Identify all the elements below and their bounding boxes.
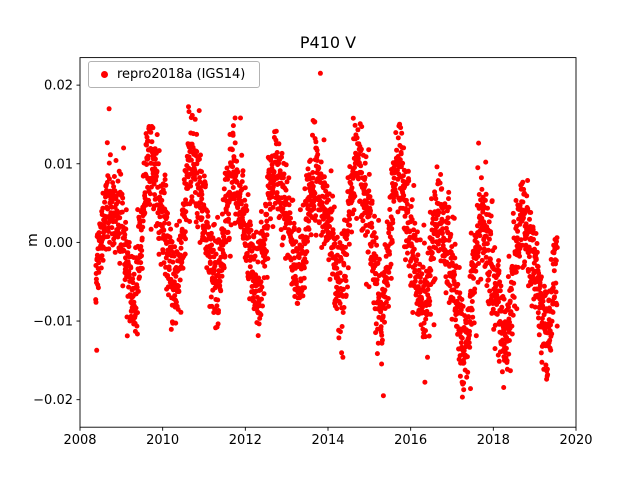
svg-text:2008: 2008 [63,433,96,448]
svg-text:−0.01: −0.01 [33,315,73,330]
legend-label: repro2018a (IGS14) [117,67,246,82]
svg-text:0.01: 0.01 [44,157,73,172]
svg-text:2016: 2016 [394,433,427,448]
svg-text:2018: 2018 [477,433,510,448]
svg-text:2010: 2010 [146,433,179,448]
svg-text:0.00: 0.00 [44,236,73,251]
svg-text:2014: 2014 [311,433,344,448]
svg-text:−0.02: −0.02 [33,393,73,408]
svg-text:2020: 2020 [559,433,592,448]
chart-title: P410 V [299,33,357,52]
svg-text:2012: 2012 [229,433,262,448]
legend-marker-icon [101,71,108,78]
svg-text:0.02: 0.02 [44,79,73,94]
legend: repro2018a (IGS14) [88,61,261,88]
